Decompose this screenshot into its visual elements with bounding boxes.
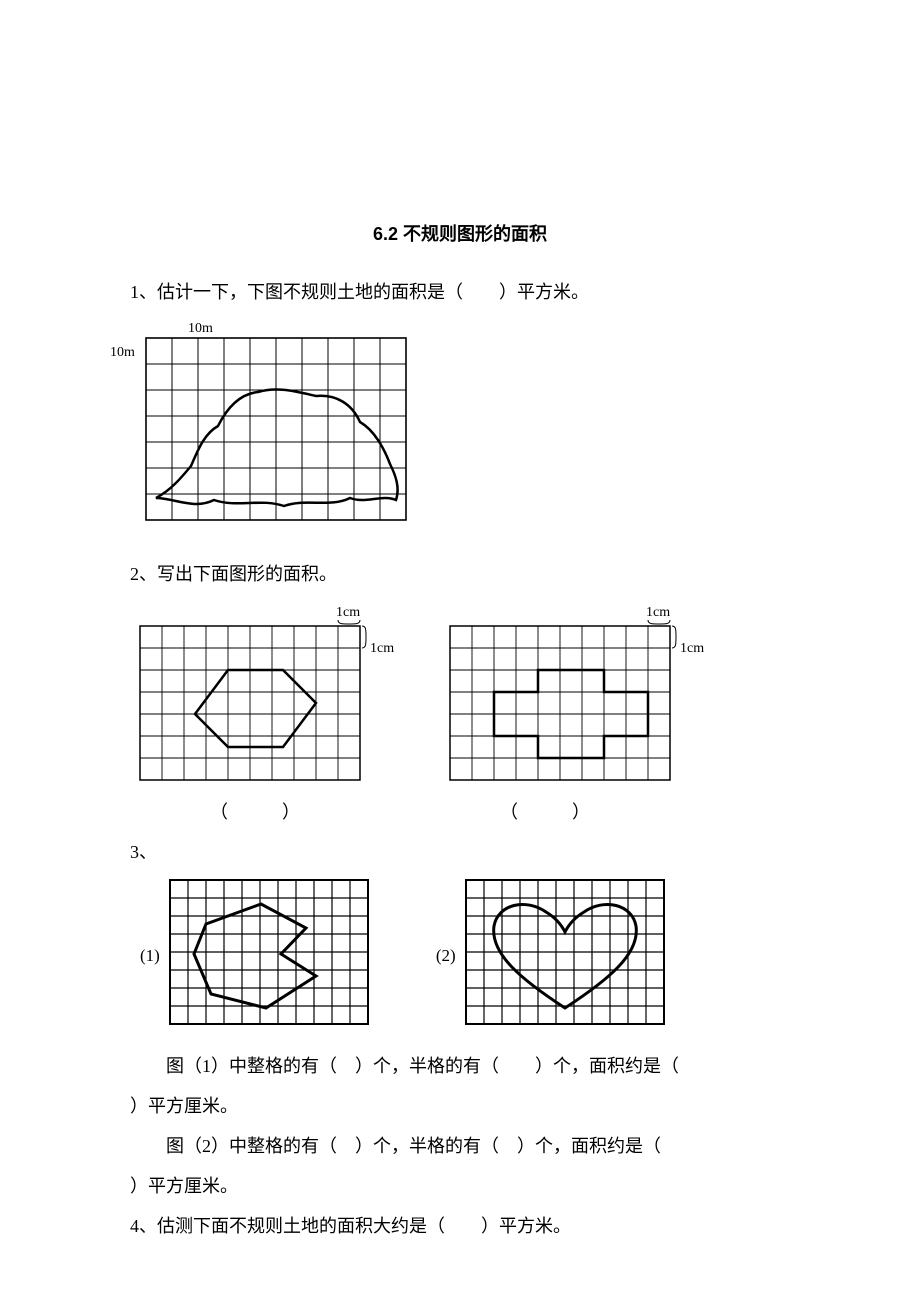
q3-line1b: ）平方厘米。 — [130, 1088, 790, 1124]
worksheet-page: 6.2 不规则图形的面积 1、估计一下，下图不规则土地的面积是（ ）平方米。 1… — [0, 0, 920, 1308]
q2-answers: （ ） （ ） — [130, 798, 790, 824]
q2-figures: 1cm 1cm 1cm — [130, 602, 790, 792]
q2-fig-hexagon: 1cm 1cm — [130, 602, 410, 792]
q1-shape — [156, 389, 398, 506]
q2-hexagon — [195, 670, 316, 747]
q3-line2a: 图（2）中整格的有（ ）个，半格的有（ ）个，面积约是（ — [130, 1128, 790, 1164]
q3-line1a: 图（1）中整格的有（ ）个，半格的有（ ）个，面积约是（ — [130, 1048, 790, 1084]
q2-label-top: 1cm — [336, 605, 360, 620]
q3-line2b: ）平方厘米。 — [130, 1168, 790, 1204]
q1-label-left: 10m — [110, 345, 135, 360]
q4-text: 4、估测下面不规则土地的面积大约是（ ）平方米。 — [130, 1208, 790, 1244]
q3-label-2: (2) — [436, 946, 456, 966]
page-title: 6.2 不规则图形的面积 — [130, 220, 790, 246]
q1-label-top: 10m — [188, 321, 213, 336]
q2-answer-right: （ ） — [500, 798, 590, 824]
q3-figures: (1) (2) — [140, 876, 790, 1036]
q2b-label-right: 1cm — [680, 641, 704, 656]
q2-answer-left: （ ） — [210, 798, 300, 824]
q3-heart — [493, 904, 636, 1008]
q1-text: 1、估计一下，下图不规则土地的面积是（ ）平方米。 — [130, 274, 790, 310]
q3-label-1: (1) — [140, 946, 160, 966]
q3-text: 3、 — [130, 834, 790, 870]
q3-fig-2 — [462, 876, 672, 1036]
q2b-label-top: 1cm — [646, 605, 670, 620]
q2-label-right: 1cm — [370, 641, 394, 656]
q3-fig-1 — [166, 876, 376, 1036]
q1-grid — [146, 338, 406, 520]
q2-fig-cross: 1cm 1cm — [440, 602, 720, 792]
q3-shape-1 — [194, 904, 316, 1008]
q1-figure: 10m 10m — [108, 318, 790, 538]
q2-text: 2、写出下面图形的面积。 — [130, 556, 790, 592]
